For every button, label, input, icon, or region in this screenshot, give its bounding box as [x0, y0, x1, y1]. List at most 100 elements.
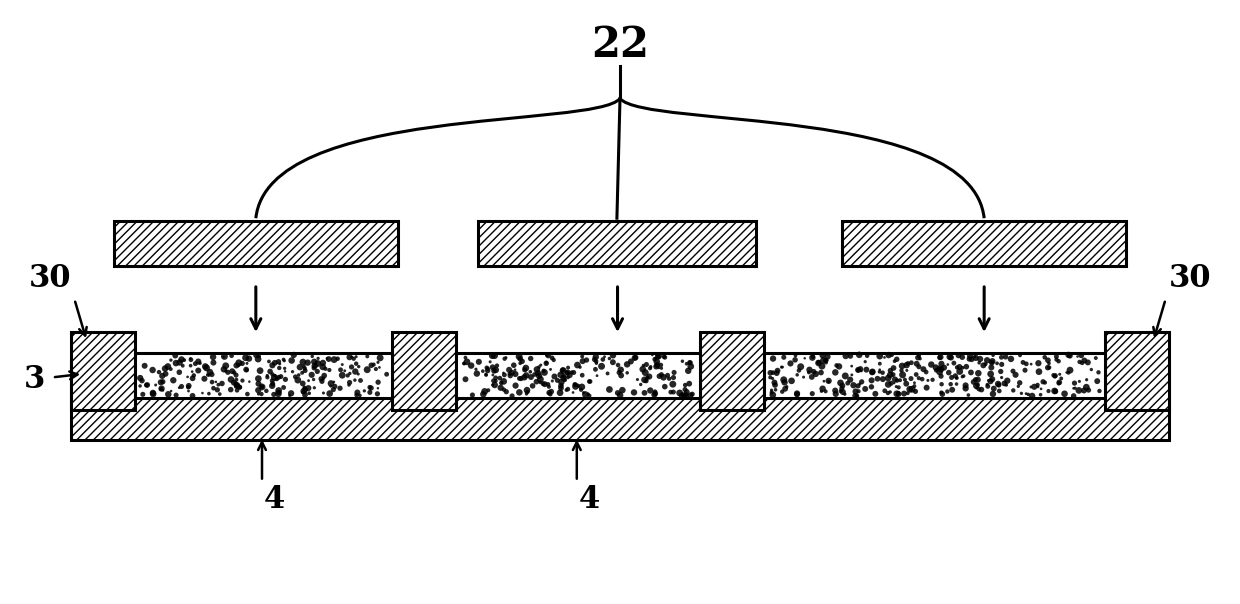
- Point: [192, 388, 212, 398]
- Point: [663, 379, 683, 389]
- Point: [564, 368, 584, 378]
- Point: [490, 373, 510, 383]
- Point: [952, 372, 972, 382]
- Point: [216, 366, 236, 376]
- Point: [371, 353, 391, 362]
- Point: [541, 365, 560, 374]
- Point: [304, 357, 324, 367]
- Point: [312, 362, 332, 372]
- Point: [476, 370, 496, 379]
- Point: [229, 382, 249, 392]
- Point: [284, 350, 304, 360]
- Point: [170, 358, 190, 367]
- Point: [640, 364, 660, 373]
- Point: [170, 367, 190, 377]
- Point: [966, 353, 986, 362]
- Point: [156, 369, 176, 379]
- Point: [377, 370, 397, 379]
- Point: [635, 368, 655, 378]
- Point: [263, 379, 283, 388]
- Point: [880, 387, 900, 397]
- Point: [528, 368, 548, 378]
- Point: [585, 364, 605, 374]
- Point: [636, 376, 656, 386]
- Point: [207, 385, 227, 394]
- Point: [773, 362, 792, 372]
- Point: [1049, 378, 1069, 387]
- Point: [660, 374, 680, 384]
- Point: [186, 359, 206, 368]
- Point: [1068, 352, 1087, 361]
- Point: [931, 359, 951, 368]
- Point: [517, 387, 537, 397]
- Point: [988, 379, 1008, 389]
- Point: [557, 385, 577, 395]
- Point: [897, 361, 916, 370]
- Point: [269, 363, 289, 373]
- Point: [542, 387, 562, 396]
- Point: [869, 352, 889, 361]
- Point: [482, 351, 502, 361]
- Point: [618, 359, 637, 369]
- Point: [203, 358, 223, 367]
- Point: [554, 371, 574, 381]
- Point: [239, 377, 259, 387]
- Point: [558, 384, 578, 394]
- Point: [188, 365, 208, 375]
- Point: [1047, 355, 1066, 364]
- Point: [477, 364, 497, 373]
- Point: [791, 362, 811, 371]
- Point: [655, 382, 675, 391]
- Point: [574, 388, 594, 397]
- Point: [910, 354, 930, 364]
- Point: [681, 390, 701, 400]
- Point: [893, 370, 913, 380]
- Point: [966, 381, 986, 391]
- Point: [931, 388, 951, 397]
- Point: [954, 371, 973, 381]
- Point: [766, 368, 786, 378]
- Point: [802, 389, 822, 399]
- Point: [649, 363, 668, 373]
- Point: [676, 381, 696, 390]
- Point: [1070, 357, 1090, 367]
- Point: [346, 367, 366, 376]
- Point: [1065, 384, 1085, 393]
- Point: [166, 358, 186, 368]
- Point: [862, 382, 882, 391]
- Point: [599, 385, 619, 394]
- Point: [537, 358, 557, 367]
- Bar: [71, 362, 1169, 440]
- Point: [1022, 391, 1042, 400]
- Point: [591, 361, 611, 371]
- Point: [645, 390, 665, 400]
- Point: [502, 368, 522, 378]
- Point: [357, 352, 377, 361]
- Point: [347, 390, 367, 400]
- Point: [350, 391, 370, 400]
- Point: [774, 353, 794, 362]
- Point: [360, 382, 379, 392]
- Point: [900, 384, 920, 394]
- Point: [677, 387, 697, 397]
- Point: [645, 387, 665, 396]
- Point: [237, 359, 257, 368]
- Point: [264, 390, 284, 399]
- Point: [221, 374, 241, 384]
- Point: [299, 388, 319, 398]
- Point: [884, 363, 904, 373]
- Point: [650, 371, 670, 381]
- Point: [868, 374, 888, 384]
- Point: [637, 373, 657, 382]
- Point: [626, 353, 646, 362]
- Point: [164, 376, 184, 385]
- Point: [1035, 378, 1055, 387]
- Point: [1074, 386, 1094, 396]
- Point: [133, 390, 153, 399]
- Point: [818, 377, 838, 387]
- Point: [676, 391, 696, 400]
- Point: [198, 370, 218, 380]
- Point: [952, 352, 972, 362]
- Point: [563, 388, 583, 397]
- Point: [541, 390, 560, 399]
